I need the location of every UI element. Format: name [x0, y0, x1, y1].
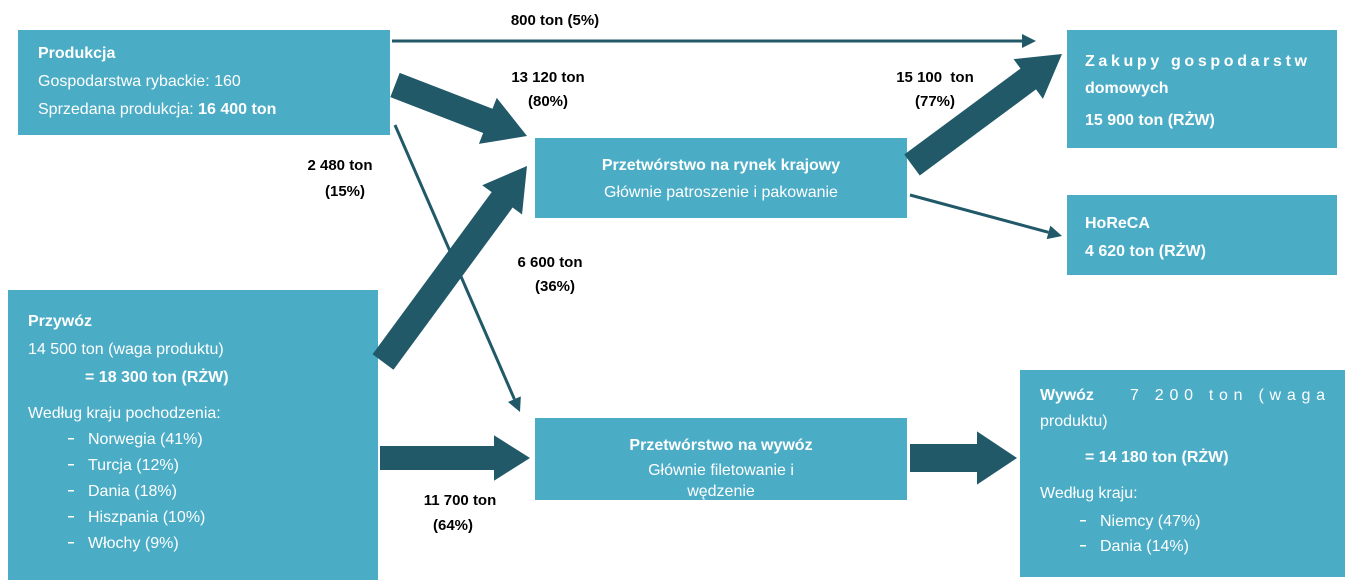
arrow-head [1046, 225, 1062, 240]
block-arrow [372, 166, 527, 370]
block-arrow [910, 431, 1017, 485]
thin-arrow [909, 193, 1049, 234]
arrows [372, 34, 1062, 485]
list: Niemcy (47%) Dania (14%) [1080, 513, 1200, 555]
node-line: = 18 300 ton (RŻW) [85, 368, 229, 386]
list-item: Dania (14%) [1100, 538, 1189, 555]
flow-label: (15%) [325, 183, 365, 200]
node-title: HoReCA [1085, 215, 1150, 232]
box-przywoz [8, 290, 378, 580]
boxes [8, 30, 1345, 580]
node-title: Przetwórstwo na rynek krajowy [602, 157, 840, 174]
bullet-dash [68, 464, 74, 466]
bullet-dash [1080, 520, 1086, 522]
flow-label: 15 100 ton [896, 69, 974, 86]
block-arrow [380, 435, 530, 481]
node-line: Według kraju: [1040, 485, 1138, 502]
flow-label: 11 700 ton [424, 492, 497, 509]
box-krajowy [535, 138, 907, 218]
node-text: Sprzedana produkcja: [38, 101, 198, 118]
node-bold: 16 400 ton [198, 101, 276, 118]
node-title: Produkcja [38, 45, 115, 62]
flow-label: (77%) [915, 93, 955, 110]
node-line: 14 500 ton (waga produktu) [28, 341, 224, 358]
list-item: Norwegia (41%) [88, 431, 203, 448]
node-line: Gospodarstwa rybackie: 160 [38, 73, 241, 90]
box-wywoz [1020, 370, 1345, 577]
flow-label: 13 120 ton [511, 69, 584, 86]
flow-label: 2 480 ton [307, 157, 372, 174]
node-title: Wywóz [1040, 387, 1094, 404]
flow-label: (80%) [528, 93, 568, 110]
bullet-dash [68, 516, 74, 518]
flow-label: 6 600 ton [517, 254, 582, 271]
node-line: 4 620 ton (RŻW) [1085, 242, 1206, 260]
list: Norwegia (41%) Turcja (12%) Dania (18%) His… [68, 431, 205, 552]
list-item: Włochy (9%) [88, 535, 179, 552]
node-title: Przywóz [28, 313, 92, 330]
box-horeca [1067, 195, 1337, 275]
flow-label: (36%) [535, 278, 575, 295]
bullet-dash [1080, 545, 1086, 547]
list-item: Dania (18%) [88, 483, 177, 500]
node-line: Głównie patroszenie i pakowanie [604, 184, 838, 201]
box-wywoz-proc [535, 418, 907, 500]
list-item: Niemcy (47%) [1100, 513, 1200, 530]
node-line: produktu) [1040, 413, 1108, 430]
node-line: Według kraju pochodzenia: [28, 405, 221, 422]
bullet-dash [68, 542, 74, 544]
bullet-dash [68, 438, 74, 440]
flow-label: (64%) [433, 517, 473, 534]
node-line: Głównie filetowanie i [648, 462, 794, 479]
node-line: Sprzedana produkcja: 16 400 ton [38, 101, 276, 118]
node-line: wędzenie [686, 483, 755, 500]
flow-label: 800 ton (5%) [511, 12, 599, 29]
list-item: Hiszpania (10%) [88, 509, 205, 526]
arrow-head [507, 396, 521, 412]
list-item: Turcja (12%) [88, 457, 179, 474]
node-line: 15 900 ton (RŻW) [1085, 111, 1215, 129]
box-zakupy [1067, 30, 1337, 148]
bullet-dash [68, 490, 74, 492]
node-title: Przetwórstwo na wywóz [629, 437, 812, 454]
block-arrow [904, 54, 1062, 176]
node-line: = 14 180 ton (RŻW) [1085, 448, 1229, 466]
arrow-head [1022, 34, 1036, 48]
node-line: domowych [1085, 80, 1169, 97]
block-arrow [390, 72, 527, 144]
box-produkcja [18, 30, 390, 135]
